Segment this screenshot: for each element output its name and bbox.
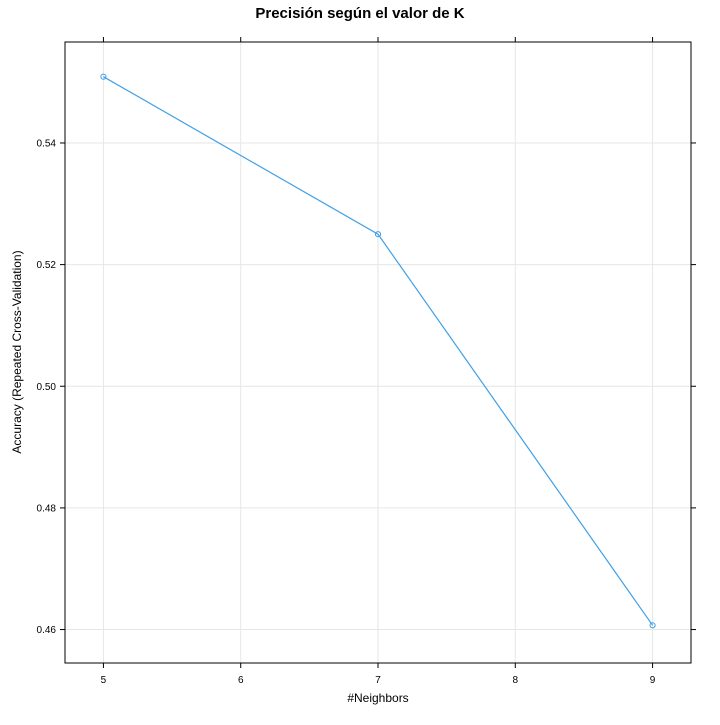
x-axis-label: #Neighbors	[347, 691, 408, 705]
y-tick-label: 0.50	[37, 382, 57, 393]
data-point	[100, 73, 107, 80]
y-tick-label: 0.48	[37, 503, 57, 514]
plot-frame	[64, 41, 692, 664]
axis-ticks: 5 6 7 8 9 0.46 0.48 0.50 0.52 0.54	[37, 37, 696, 686]
data-point	[649, 622, 656, 629]
x-tick-label: 9	[650, 675, 656, 686]
grid-lines	[65, 42, 691, 663]
x-tick-label: 5	[101, 675, 107, 686]
y-tick-label: 0.52	[37, 260, 57, 271]
x-tick-label: 8	[512, 675, 518, 686]
series-line	[103, 76, 654, 626]
y-axis-label: Accuracy (Repeated Cross-Validation)	[10, 250, 24, 453]
chart-title: Precisión según el valor de K	[255, 5, 464, 22]
y-tick-label: 0.46	[37, 625, 57, 636]
data-point	[374, 231, 382, 238]
x-tick-label: 6	[238, 675, 244, 686]
y-tick-label: 0.54	[37, 138, 57, 149]
x-tick-label: 7	[375, 675, 381, 686]
series-group	[100, 73, 656, 629]
